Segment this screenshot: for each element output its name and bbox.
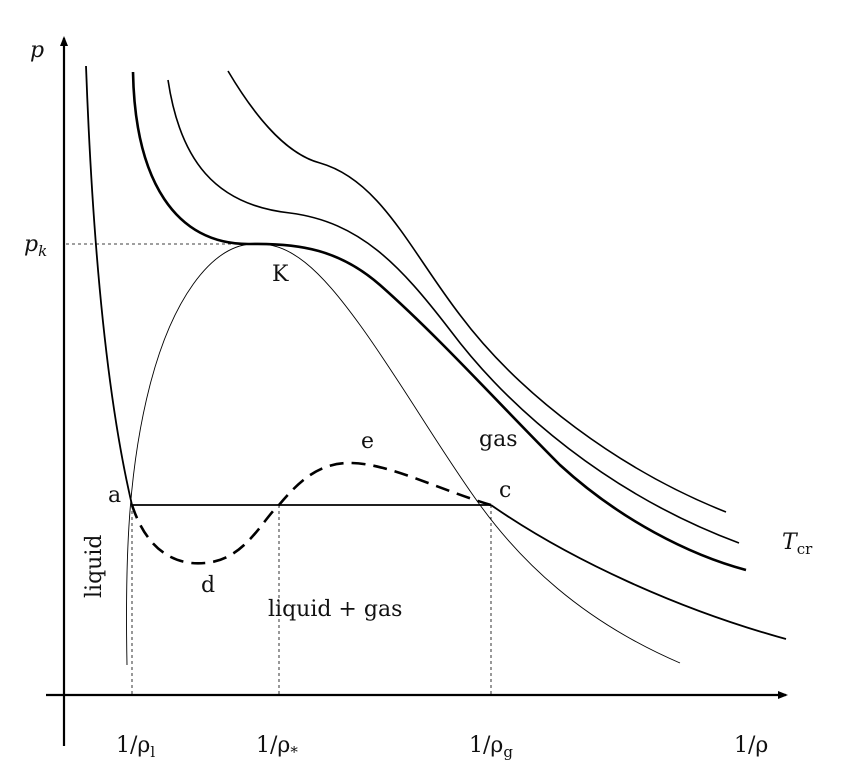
critical-isotherm-label: Tcr [782, 530, 813, 558]
mixed-region-label: liquid + gas [268, 597, 402, 622]
y-axis-label: p [30, 38, 44, 63]
critical-isotherm [131, 71, 747, 572]
isotherm-low-liquid-branch [85, 65, 133, 506]
liquid-region-label: liquid [82, 535, 107, 598]
x-axis-label: 1/ρ [734, 733, 768, 758]
point-a-label: a [108, 483, 121, 508]
coexistence-curve [126, 243, 681, 666]
rho-l-label: 1/ρl [116, 733, 155, 761]
rho-g-label: 1/ρg [469, 733, 513, 761]
isotherm-high-1 [167, 79, 740, 544]
point-c-label: c [499, 478, 511, 503]
point-d-label: d [201, 573, 215, 598]
isotherm-low-gas-branch [490, 504, 787, 640]
rho-star-label: 1/ρ* [256, 733, 298, 761]
gas-region-label: gas [479, 427, 518, 452]
point-e-label: e [361, 429, 374, 454]
critical-point-label: K [272, 262, 289, 287]
isotherm-high-2 [227, 70, 727, 513]
pk-label: pk [24, 232, 47, 260]
van-der-waals-loop [130, 461, 492, 565]
